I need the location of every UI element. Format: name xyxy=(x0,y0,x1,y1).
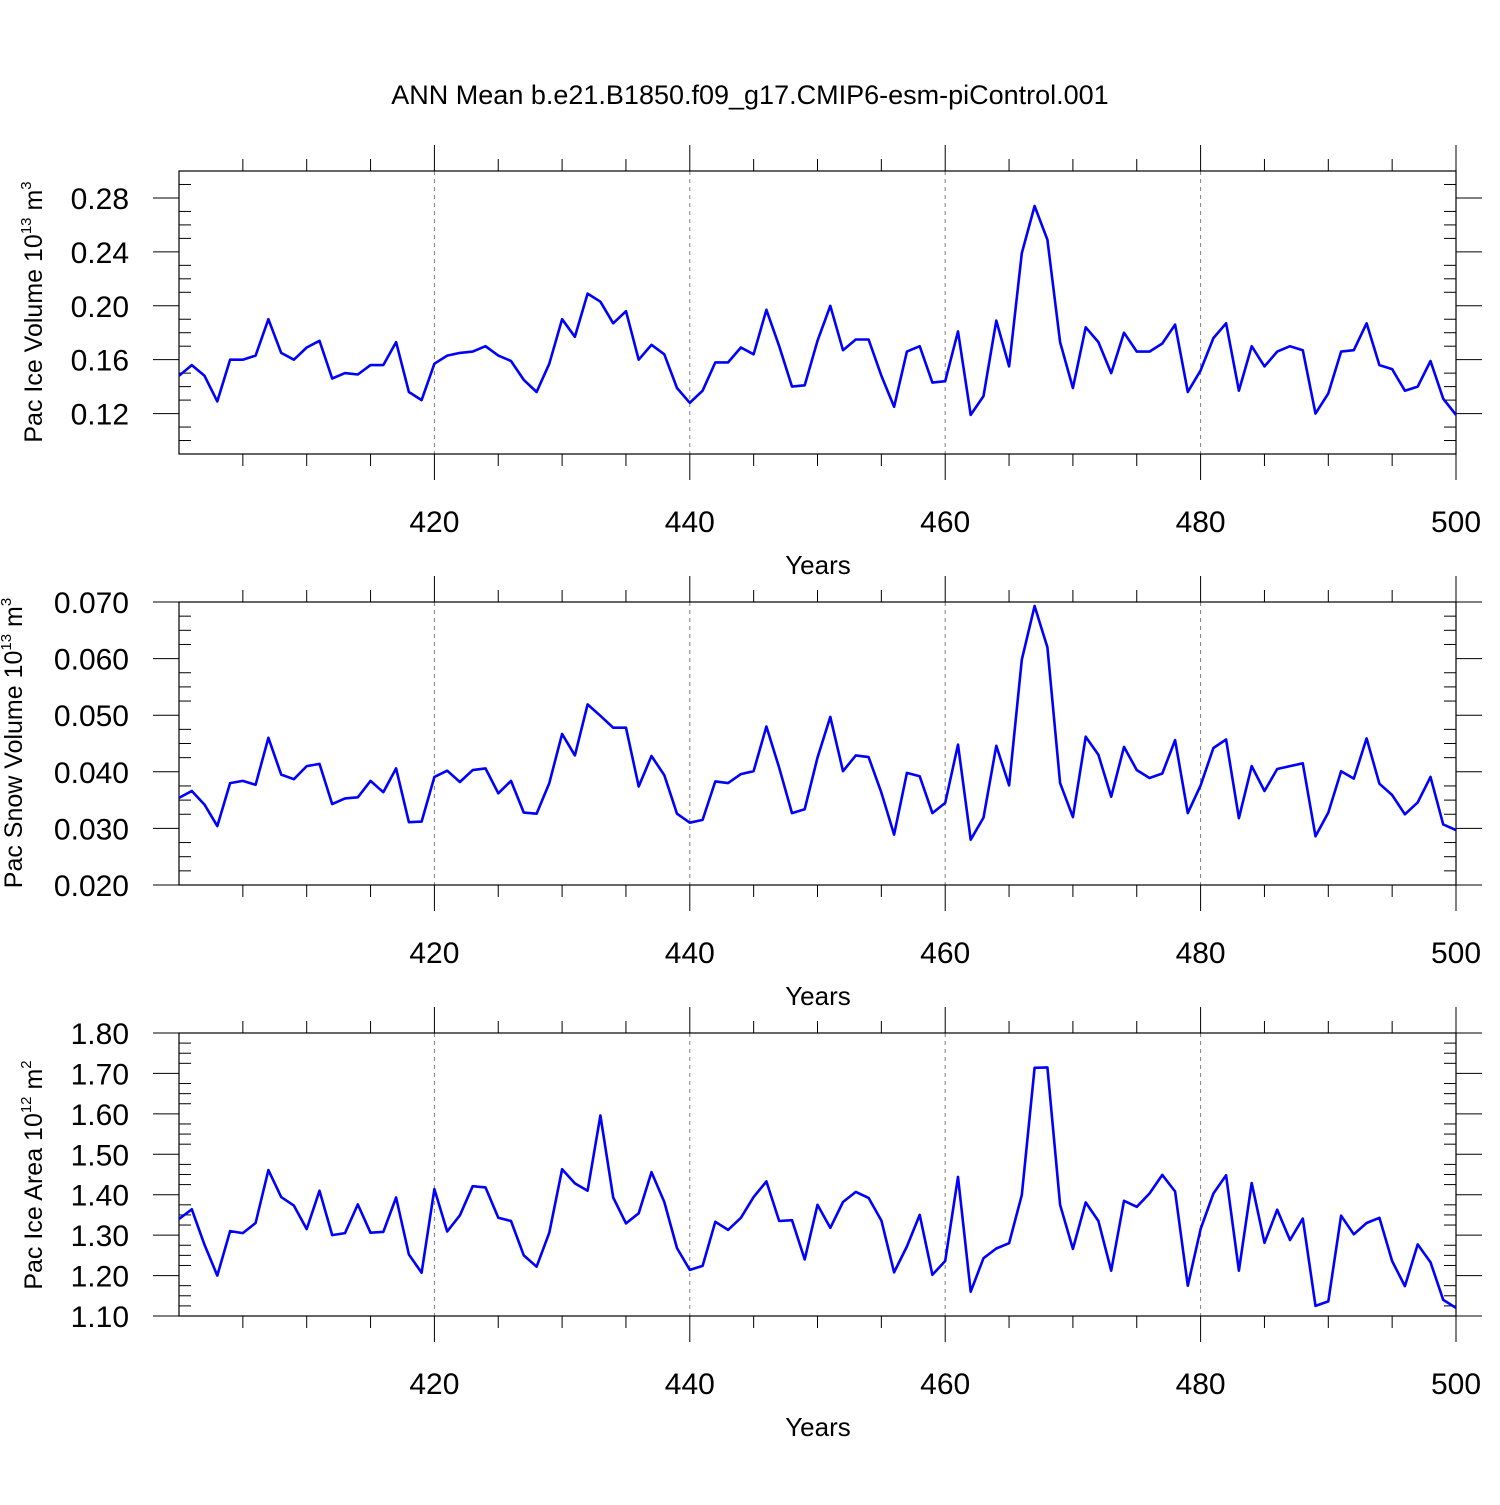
panel-ice-volume-xtick-label-500: 500 xyxy=(1431,506,1481,539)
panel-ice-area-xtick-label-480: 480 xyxy=(1176,1368,1226,1401)
panel-ice-volume: Pac Ice Volume 1013 m3 Years 420 440 460 48… xyxy=(18,145,1482,580)
panel-ice-volume-ytick-label-1: 0.16 xyxy=(71,345,129,378)
panel-ice-area-ylabel-unit-sup: 2 xyxy=(18,1060,35,1068)
panel-ice-volume-ytick-label-2: 0.20 xyxy=(71,291,129,324)
panel-ice-volume-ylabel-unit: m xyxy=(20,190,48,218)
panel-ice-area-frame xyxy=(178,1032,1457,1317)
panel-snow-volume-xlabel: Years xyxy=(785,981,851,1011)
panel-snow-volume-ytick-label-3: 0.050 xyxy=(54,700,129,733)
panel-ice-area-ylabel-sup: 12 xyxy=(18,1096,35,1113)
panel-ice-volume-frame xyxy=(178,170,1457,455)
panel-snow-volume-ytick-label-1: 0.030 xyxy=(54,813,129,846)
panel-ice-area-ytick-label-1: 1.20 xyxy=(71,1261,129,1294)
panel-snow-volume-ylabel-sup: 13 xyxy=(0,634,15,651)
panel-snow-volume-ytick-label-2: 0.040 xyxy=(54,757,129,790)
panel-snow-volume: Pac Snow Volume 1013 m3 Years 420 440 460 4… xyxy=(0,576,1482,1011)
panel-ice-area-xlabel: Years xyxy=(785,1412,851,1442)
panel-snow-volume-ytick-label-4: 0.060 xyxy=(54,644,129,677)
chart-title: ANN Mean b.e21.B1850.f09_g17.CMIP6-esm-p… xyxy=(391,80,1109,110)
panel-ice-area-ytick-label-6: 1.70 xyxy=(71,1058,129,1091)
panel-ice-volume-ylabel-text: Pac Ice Volume 10 xyxy=(20,234,48,442)
panel-snow-volume-ylabel-text: Pac Snow Volume 10 xyxy=(0,651,28,889)
panel-ice-volume-xlabel: Years xyxy=(785,550,851,580)
panel-ice-area-series-line xyxy=(179,1066,1456,1309)
panel-ice-volume-xtick-label-480: 480 xyxy=(1176,506,1226,539)
panel-snow-volume-series-line xyxy=(179,604,1456,842)
panel-snow-volume-ytick-label-0: 0.020 xyxy=(54,870,129,903)
panel-ice-area-ylabel-unit: m xyxy=(20,1069,48,1097)
panel-ice-area-ylabel: Pac Ice Area 1012 m2 xyxy=(18,1060,48,1289)
panel-ice-area: Pac Ice Area 1012 m2 Years 420 440 460 480 5… xyxy=(18,1007,1482,1442)
panel-snow-volume-xtick-label-440: 440 xyxy=(665,937,715,970)
panel-ice-area-xtick-label-440: 440 xyxy=(665,1368,715,1401)
panel-ice-area-ytick-label-3: 1.40 xyxy=(71,1180,129,1213)
panel-snow-volume-ylabel-unit: m xyxy=(0,606,28,634)
panel-ice-volume-ylabel-unit-sup: 3 xyxy=(18,181,35,189)
panel-ice-volume-ylabel-sup: 13 xyxy=(18,217,35,234)
panel-ice-area-xtick-label-500: 500 xyxy=(1431,1368,1481,1401)
panel-snow-volume-frame xyxy=(178,601,1457,886)
panel-ice-volume-ylabel: Pac Ice Volume 1013 m3 xyxy=(18,181,48,442)
panel-ice-volume-ytick-label-4: 0.28 xyxy=(71,183,129,216)
panel-snow-volume-xtick-label-480: 480 xyxy=(1176,937,1226,970)
panel-snow-volume-xtick-label-420: 420 xyxy=(409,937,459,970)
panel-ice-volume-xtick-label-440: 440 xyxy=(665,506,715,539)
panel-ice-area-ytick-label-7: 1.80 xyxy=(71,1018,129,1051)
panel-ice-volume-ytick-label-0: 0.12 xyxy=(71,399,129,432)
panel-ice-area-ytick-label-4: 1.50 xyxy=(71,1139,129,1172)
panel-snow-volume-xtick-label-500: 500 xyxy=(1431,937,1481,970)
panel-ice-area-ytick-label-5: 1.60 xyxy=(71,1099,129,1132)
panel-snow-volume-xtick-label-460: 460 xyxy=(920,937,970,970)
panel-ice-volume-ytick-label-3: 0.24 xyxy=(71,237,129,270)
panel-snow-volume-ytick-label-5: 0.070 xyxy=(54,587,129,620)
panel-ice-volume-xtick-label-460: 460 xyxy=(920,506,970,539)
panel-snow-volume-ylabel: Pac Snow Volume 1013 m3 xyxy=(0,598,28,888)
panel-ice-area-xtick-label-460: 460 xyxy=(920,1368,970,1401)
panel-snow-volume-ylabel-unit-sup: 3 xyxy=(0,598,15,606)
panel-ice-area-ytick-label-2: 1.30 xyxy=(71,1220,129,1253)
panel-ice-area-xtick-label-420: 420 xyxy=(409,1368,459,1401)
panel-ice-area-ytick-label-0: 1.10 xyxy=(71,1301,129,1334)
panel-ice-volume-series-line xyxy=(179,204,1456,417)
panel-ice-volume-xtick-label-420: 420 xyxy=(409,506,459,539)
panel-ice-area-ylabel-text: Pac Ice Area 10 xyxy=(20,1113,48,1290)
